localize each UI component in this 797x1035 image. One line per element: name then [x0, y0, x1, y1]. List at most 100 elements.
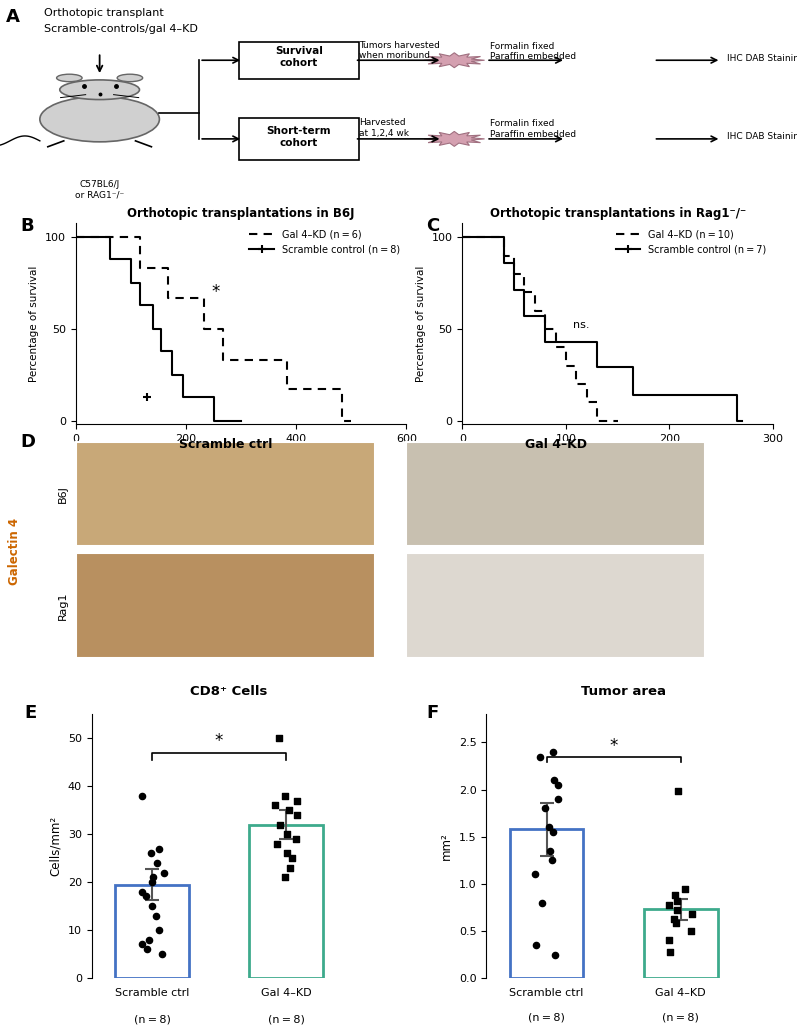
- Y-axis label: Percentage of survival: Percentage of survival: [416, 265, 426, 382]
- Text: (n = 8): (n = 8): [268, 1014, 304, 1024]
- Point: [529, 937, 542, 953]
- Text: IHC DAB Staining: IHC DAB Staining: [727, 54, 797, 63]
- Legend: Gal 4–KD (n = 6), Scramble control (n = 8): Gal 4–KD (n = 6), Scramble control (n = …: [248, 228, 402, 256]
- Title: Tumor area: Tumor area: [581, 685, 666, 698]
- Point: [135, 937, 148, 953]
- Text: Formalin fixed
Paraffin embedded: Formalin fixed Paraffin embedded: [490, 41, 576, 61]
- Point: [146, 897, 159, 914]
- Text: B: B: [20, 217, 33, 235]
- Text: (n = 8): (n = 8): [662, 1012, 699, 1022]
- Title: Orthotopic transplantations in Rag1⁻/⁻: Orthotopic transplantations in Rag1⁻/⁻: [489, 207, 746, 220]
- X-axis label: Time (d): Time (d): [595, 449, 641, 460]
- Text: F: F: [426, 704, 438, 721]
- FancyBboxPatch shape: [76, 554, 375, 658]
- FancyBboxPatch shape: [239, 41, 359, 79]
- Point: [144, 845, 157, 861]
- Point: [664, 944, 677, 960]
- Text: Formalin fixed
Paraffin embedded: Formalin fixed Paraffin embedded: [490, 119, 576, 139]
- Point: [671, 783, 684, 800]
- Point: [150, 908, 163, 924]
- Text: Rag1: Rag1: [57, 592, 68, 620]
- Text: *: *: [610, 737, 618, 755]
- Point: [152, 840, 165, 857]
- X-axis label: Time (d): Time (d): [218, 449, 265, 460]
- Point: [549, 946, 562, 963]
- Point: [548, 772, 561, 789]
- Text: Galectin 4: Galectin 4: [8, 518, 21, 585]
- Point: [155, 946, 168, 963]
- Point: [685, 906, 698, 922]
- Y-axis label: mm²: mm²: [440, 832, 453, 860]
- Text: *: *: [211, 284, 219, 301]
- Ellipse shape: [60, 80, 139, 99]
- Point: [140, 888, 153, 905]
- Text: B6J: B6J: [57, 485, 68, 503]
- Point: [667, 911, 680, 927]
- Text: *: *: [215, 732, 223, 750]
- Ellipse shape: [117, 75, 143, 82]
- Text: Scramble ctrl: Scramble ctrl: [179, 438, 273, 451]
- Text: E: E: [24, 704, 36, 721]
- Point: [146, 874, 159, 890]
- Ellipse shape: [57, 75, 82, 82]
- Point: [291, 806, 304, 823]
- Text: A: A: [6, 8, 20, 26]
- Bar: [249, 825, 323, 978]
- Text: Survival
cohort: Survival cohort: [275, 47, 323, 68]
- Point: [153, 922, 166, 939]
- Point: [135, 884, 148, 900]
- Title: CD8⁺ Cells: CD8⁺ Cells: [190, 685, 268, 698]
- FancyBboxPatch shape: [76, 442, 375, 546]
- Point: [547, 743, 559, 760]
- Legend: Gal 4–KD (n = 10), Scramble control (n = 7): Gal 4–KD (n = 10), Scramble control (n =…: [614, 228, 768, 256]
- Text: C57BL6/J
or RAG1⁻/⁻: C57BL6/J or RAG1⁻/⁻: [75, 180, 124, 200]
- Point: [273, 730, 285, 746]
- FancyBboxPatch shape: [406, 442, 705, 546]
- Text: Scramble-controls/gal 4–KD: Scramble-controls/gal 4–KD: [44, 24, 198, 34]
- Point: [147, 869, 159, 886]
- Text: Harvested
at 1,2,4 wk: Harvested at 1,2,4 wk: [359, 118, 409, 138]
- Point: [669, 887, 681, 904]
- Text: Short-term
cohort: Short-term cohort: [266, 125, 332, 148]
- FancyBboxPatch shape: [406, 554, 705, 658]
- Polygon shape: [424, 131, 485, 146]
- Point: [552, 776, 564, 793]
- Point: [290, 792, 303, 808]
- Point: [284, 859, 296, 876]
- Point: [547, 824, 559, 840]
- Text: ns.: ns.: [573, 320, 590, 330]
- Bar: [644, 910, 717, 978]
- Point: [151, 855, 164, 871]
- Point: [279, 788, 292, 804]
- Point: [273, 817, 286, 833]
- Point: [662, 896, 675, 913]
- Point: [281, 845, 293, 861]
- Point: [670, 892, 683, 909]
- Point: [157, 864, 170, 881]
- Point: [663, 933, 676, 949]
- Point: [140, 941, 153, 957]
- Text: D: D: [20, 433, 35, 450]
- Point: [269, 797, 281, 814]
- Text: Tumors harvested
when moribund: Tumors harvested when moribund: [359, 40, 439, 60]
- Point: [135, 788, 148, 804]
- Point: [529, 866, 542, 883]
- Title: Orthotopic transplantations in B6J: Orthotopic transplantations in B6J: [128, 207, 355, 220]
- Point: [539, 800, 552, 817]
- Text: (n = 8): (n = 8): [134, 1014, 171, 1024]
- Text: Orthotopic transplant: Orthotopic transplant: [44, 8, 163, 19]
- Y-axis label: Percentage of survival: Percentage of survival: [29, 265, 39, 382]
- Point: [271, 835, 284, 852]
- Point: [552, 791, 564, 807]
- Point: [534, 748, 547, 765]
- Point: [536, 894, 548, 911]
- Bar: [115, 885, 189, 978]
- Point: [670, 915, 683, 932]
- Text: C: C: [426, 217, 440, 235]
- Point: [678, 880, 691, 896]
- Point: [545, 852, 558, 868]
- Polygon shape: [424, 53, 485, 67]
- Text: Gal 4–KD: Gal 4–KD: [524, 438, 587, 451]
- Point: [289, 831, 302, 848]
- FancyBboxPatch shape: [239, 118, 359, 159]
